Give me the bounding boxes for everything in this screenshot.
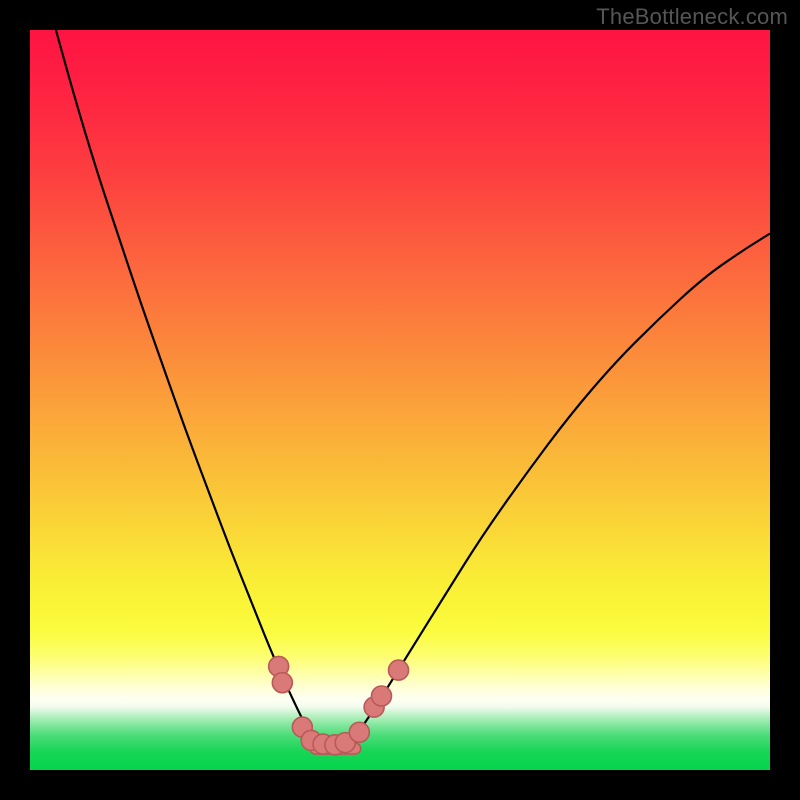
watermark-text: TheBottleneck.com [596,4,788,30]
data-marker [349,722,369,742]
data-marker [272,673,292,693]
data-marker [372,686,392,706]
data-markers [269,656,409,754]
data-marker [389,660,409,680]
chart-svg [30,30,770,770]
plot-area [30,30,770,770]
left-curve [56,30,311,737]
right-curve [356,234,770,737]
